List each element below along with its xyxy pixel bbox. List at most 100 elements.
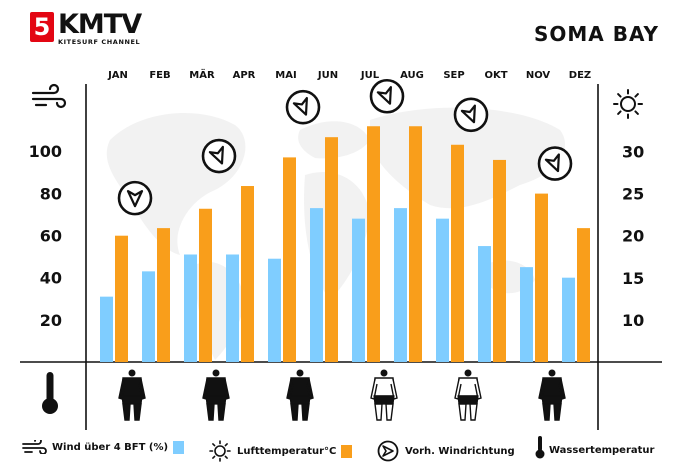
sun-icon-core: [620, 96, 636, 112]
legend-direction-label: Vorh. Windrichtung: [405, 445, 515, 457]
month-label: FEB: [149, 70, 170, 81]
wind-direction-arrow: [292, 96, 308, 116]
sun-icon-ray: [634, 110, 639, 115]
legend-wind-swatch: [173, 440, 185, 454]
left-tick-label: 80: [40, 184, 62, 203]
chart-bars: [100, 126, 590, 363]
month-label: AUG: [400, 70, 424, 81]
sun-icon: [613, 89, 643, 119]
wetsuit-leg-left: [374, 403, 383, 421]
legend-temp: Lufttemperatur°C: [209, 440, 353, 462]
wind-bar: [478, 246, 491, 362]
temp-bar: [241, 186, 254, 362]
month-label: MAI: [275, 70, 296, 81]
wind-bar: [226, 254, 239, 362]
wind-direction-icon: [201, 138, 237, 174]
wetsuit-leg-right: [385, 403, 394, 421]
right-tick-label: 15: [622, 269, 644, 288]
wind-direction-arrow: [208, 145, 224, 165]
temp-bar: [451, 144, 464, 362]
wind-direction-icon: [537, 146, 573, 181]
legend-direction: Vorh. Windrichtung: [377, 440, 515, 462]
wetsuit-arm-right: [558, 378, 566, 400]
wetsuit-arm-left: [202, 378, 210, 400]
month-label: DEZ: [569, 70, 591, 81]
logo-name: KMTV: [58, 9, 142, 40]
wetsuit-leg-left: [458, 403, 467, 421]
wind-direction-icon: [453, 97, 489, 133]
month-label: SEP: [443, 70, 464, 81]
wind-direction-ring: [117, 180, 153, 216]
thermometer-stem: [46, 372, 54, 402]
wetsuit-leg-left: [122, 403, 131, 421]
wind-bar: [142, 271, 155, 362]
wind-icon-lines: [31, 83, 67, 109]
wetsuit-hips: [541, 395, 563, 405]
wind-bar: [310, 208, 323, 362]
month-label: MÄR: [189, 67, 215, 81]
chart-labels: 20 40 60 80 100 10 15 20 25 30 JAN FEB MÄR APR MAI JUN J…: [29, 67, 645, 330]
wind-direction-ring: [285, 89, 321, 125]
wetsuit-head: [296, 369, 304, 377]
wind-direction-ring: [369, 78, 405, 114]
month-label: JUL: [360, 70, 380, 81]
wind-bar: [562, 277, 575, 362]
wetsuit-row: [118, 369, 566, 421]
wetsuit-icon: [370, 369, 398, 421]
logo-subtitle: KITESURF CHANNEL: [58, 38, 141, 46]
wind-direction-ring: [453, 97, 489, 133]
wind-bar: [520, 267, 533, 362]
wetsuit-leg-left: [206, 403, 215, 421]
wind-bar: [100, 296, 113, 362]
temp-bar: [493, 159, 506, 362]
wetsuit-arm-left: [370, 378, 378, 400]
wetsuit-hips: [289, 395, 311, 405]
month-label: APR: [233, 70, 256, 81]
wetsuit-hips: [457, 395, 479, 405]
temp-bar: [577, 228, 590, 362]
temp-bar: [283, 157, 296, 362]
wind-icon: [31, 83, 67, 109]
wind-direction-markers: [117, 78, 573, 216]
wetsuit-icon: [118, 369, 146, 421]
sun-icon-ray: [617, 93, 622, 98]
wetsuit-leg-right: [217, 403, 226, 421]
wetsuit-icon: [286, 369, 314, 421]
legend-wind-label: Wind über 4 BFT (%): [52, 441, 169, 453]
right-tick-label: 20: [622, 227, 644, 246]
temp-bar: [409, 126, 422, 363]
month-label: JUN: [317, 70, 338, 81]
wind-bar: [184, 254, 197, 362]
wind-icon: [22, 440, 47, 454]
temp-bar: [115, 235, 128, 362]
wind-direction-arrow: [544, 153, 560, 173]
right-tick-label: 25: [622, 185, 644, 204]
thermometer-bulb: [42, 398, 58, 414]
wetsuit-arm-left: [118, 378, 126, 400]
temp-bar: [325, 137, 338, 362]
logo-badge: 5: [30, 12, 54, 42]
wetsuit-icon: [538, 369, 566, 421]
temp-bar: [157, 228, 170, 362]
wetsuit-arm-left: [454, 378, 462, 400]
wind-direction-ring: [201, 138, 237, 174]
legend-wind: Wind über 4 BFT (%): [22, 440, 185, 454]
left-tick-label: 100: [29, 142, 62, 161]
wetsuit-leg-right: [301, 403, 310, 421]
wetsuit-head: [212, 369, 220, 377]
thermometer-icon: [42, 372, 58, 414]
wetsuit-arm-right: [474, 378, 482, 400]
wetsuit-arm-right: [390, 378, 398, 400]
wind-direction-arrow: [460, 104, 476, 124]
sun-icon-ray: [634, 93, 639, 98]
wind-direction-icon: [377, 440, 399, 462]
wetsuit-arm-left: [538, 378, 546, 400]
legend-water: Wassertemperatur: [534, 436, 655, 460]
right-tick-label: 30: [622, 143, 644, 162]
sun-icon-ray: [617, 110, 622, 115]
wind-bar: [436, 218, 449, 362]
temp-bar: [535, 193, 548, 362]
legend-water-label: Wassertemperatur: [549, 444, 655, 456]
month-label: NOV: [526, 70, 551, 81]
